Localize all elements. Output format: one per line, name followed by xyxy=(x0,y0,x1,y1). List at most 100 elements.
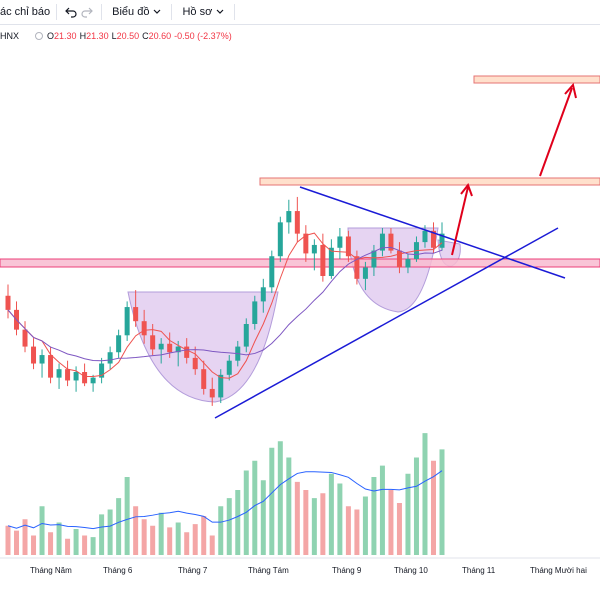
volume-bar xyxy=(218,506,224,555)
volume-bar xyxy=(388,490,394,555)
candle-body xyxy=(430,230,436,248)
chevron-down-icon xyxy=(216,9,224,14)
candle-body xyxy=(141,321,147,336)
candle-body xyxy=(82,372,88,384)
volume-ma-line xyxy=(7,470,443,530)
volume-bar xyxy=(39,506,45,555)
candle-body xyxy=(73,372,79,381)
candle-body xyxy=(320,244,326,276)
candle-body xyxy=(124,307,130,336)
volume-bar xyxy=(235,490,241,555)
candle-body xyxy=(379,233,385,251)
volume-bar xyxy=(320,493,326,555)
volume-bar xyxy=(73,529,79,555)
breakout-arrow-2[interactable] xyxy=(539,82,577,177)
volume-bar xyxy=(422,433,428,555)
symbol-legend: HNX O 21.30 H 21.30 L 20.50 C 20.60 -0.5… xyxy=(0,29,232,43)
volume-bar xyxy=(201,516,207,555)
toolbar-divider xyxy=(56,4,58,20)
undo-icon[interactable] xyxy=(63,4,79,20)
upper-trendline[interactable] xyxy=(299,186,566,279)
volume-bar xyxy=(269,447,275,555)
candle-body xyxy=(337,236,343,248)
volume-bar xyxy=(184,532,190,555)
candle-body xyxy=(184,346,190,358)
volume-bar xyxy=(133,506,139,555)
candle-body xyxy=(303,233,309,254)
chart-type-dropdown[interactable]: Biểu đồ xyxy=(108,6,165,18)
candle-body xyxy=(422,230,428,243)
cup-pattern-left xyxy=(127,291,279,403)
candle-body xyxy=(209,388,215,398)
target-zone-2[interactable] xyxy=(473,75,600,84)
toolbar-divider xyxy=(101,4,103,20)
volume-bar xyxy=(294,481,300,555)
volume-bar xyxy=(116,498,122,555)
volume-bar xyxy=(277,441,283,555)
moving-averages xyxy=(7,232,443,379)
volume-bar xyxy=(175,522,181,555)
x-axis-label: Tháng 6 xyxy=(103,566,133,575)
x-axis-label: Tháng Mười hai xyxy=(530,566,587,575)
volume-bar xyxy=(65,538,71,555)
candle-body xyxy=(133,307,139,322)
volume-bar xyxy=(260,480,266,555)
chevron-down-icon xyxy=(154,9,161,14)
top-toolbar: ác chỉ báo Biểu đồ Hồ sơ xyxy=(0,0,600,25)
ma-slow-line xyxy=(7,246,443,362)
x-axis-label: Tháng Tám xyxy=(248,566,289,575)
close-label: C xyxy=(142,31,149,41)
ma-fast-line xyxy=(7,232,443,379)
volume-bar xyxy=(82,535,88,555)
candle-body xyxy=(5,295,11,310)
candle-body xyxy=(311,244,317,254)
volume-bar xyxy=(303,490,309,555)
volume-bar xyxy=(31,535,37,555)
symbol-name[interactable]: HNX xyxy=(0,31,20,41)
circle-icon[interactable] xyxy=(35,32,44,40)
candle-body xyxy=(286,211,292,223)
high-value: 21.30 xyxy=(86,31,109,41)
support-zone[interactable] xyxy=(0,258,600,268)
candle-body xyxy=(405,259,411,268)
candle-body xyxy=(65,369,71,381)
candle-body xyxy=(31,346,37,364)
candle-body xyxy=(396,250,402,268)
volume-bar xyxy=(5,525,11,555)
redo-icon[interactable] xyxy=(79,4,95,20)
volume-bar xyxy=(56,522,62,555)
candle-body xyxy=(175,346,181,353)
toolbar-divider xyxy=(171,4,173,20)
candle-body xyxy=(99,363,105,378)
volume-bar xyxy=(362,496,368,555)
low-label: L xyxy=(111,31,117,41)
volume-bar xyxy=(439,449,445,555)
lower-trendline[interactable] xyxy=(214,227,559,419)
volume-bar xyxy=(14,530,20,555)
target-zone-1[interactable] xyxy=(259,177,600,186)
x-axis-label: Tháng 9 xyxy=(332,566,362,575)
volume-bar xyxy=(311,498,317,555)
candle-body xyxy=(167,343,173,353)
indicators-button[interactable]: ác chỉ báo xyxy=(0,6,51,18)
volume-bar xyxy=(158,512,164,555)
breakout-arrow-1[interactable] xyxy=(451,182,473,256)
volume-bar xyxy=(226,498,232,555)
open-value: 21.30 xyxy=(54,31,77,41)
volume-bar xyxy=(405,473,411,555)
volume-bar xyxy=(371,477,377,555)
volume-bar xyxy=(379,465,385,555)
volume-bar xyxy=(192,524,198,555)
x-axis-labels: Tháng Năm Tháng 6 Tháng 7 Tháng Tám Thán… xyxy=(30,566,587,575)
candle-body xyxy=(439,233,445,248)
candle-body xyxy=(294,211,300,234)
volume-bar xyxy=(337,483,343,555)
volume-bar xyxy=(99,514,105,555)
candle-body xyxy=(201,369,207,389)
candle-body xyxy=(56,369,62,378)
profile-dropdown[interactable]: Hồ sơ xyxy=(178,6,228,18)
volume-bar xyxy=(167,527,173,555)
volume-bar xyxy=(430,460,436,555)
candle-body xyxy=(252,301,258,324)
